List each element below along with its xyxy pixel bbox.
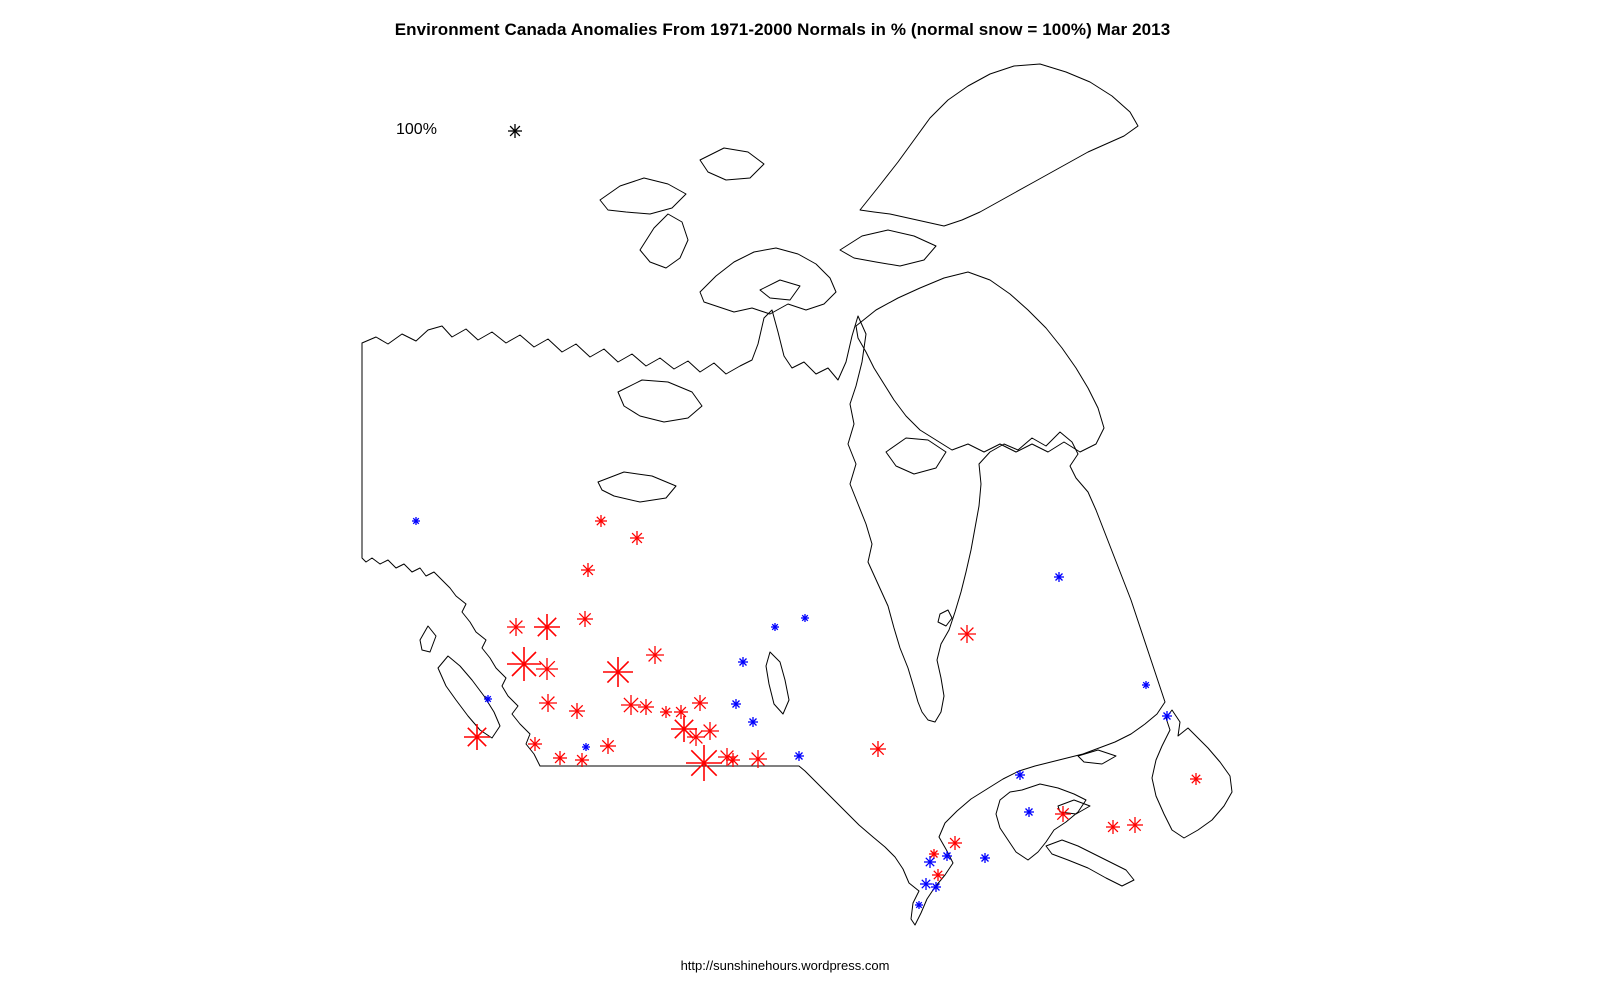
anomaly-points-layer bbox=[412, 515, 1202, 909]
anomaly-asterisk-red bbox=[539, 694, 557, 712]
anomaly-asterisk-blue bbox=[1015, 770, 1025, 780]
anomaly-asterisk-red bbox=[569, 703, 585, 719]
anomaly-asterisk-red bbox=[630, 531, 644, 545]
anomaly-asterisk-blue bbox=[582, 743, 590, 751]
anomaly-asterisk-red bbox=[701, 722, 719, 740]
anomaly-asterisk-blue bbox=[738, 657, 748, 667]
anomaly-asterisk-blue bbox=[484, 695, 492, 703]
anomaly-asterisk-blue bbox=[931, 882, 941, 892]
anomaly-asterisk-blue bbox=[794, 751, 804, 761]
anomaly-asterisk-red bbox=[948, 836, 962, 850]
anomaly-asterisk-blue bbox=[942, 851, 952, 861]
anomaly-asterisk-red bbox=[603, 657, 633, 687]
anomaly-asterisk-blue bbox=[980, 853, 990, 863]
anomaly-asterisk-red bbox=[686, 745, 722, 781]
anomaly-asterisk-red bbox=[660, 706, 672, 718]
anomaly-asterisk-blue bbox=[748, 717, 758, 727]
baffin-island-outline bbox=[855, 271, 1105, 453]
anomaly-asterisk-red bbox=[687, 728, 705, 746]
legend-asterisk-100pct bbox=[508, 124, 522, 138]
southampton-island-outline bbox=[885, 437, 947, 475]
anomaly-asterisk-red bbox=[932, 869, 944, 881]
nova-scotia-outline bbox=[1045, 839, 1135, 887]
anticosti-island-outline bbox=[1077, 749, 1117, 765]
anomaly-asterisk-red bbox=[674, 705, 688, 719]
haida-gwaii-outline bbox=[419, 625, 437, 653]
anomaly-asterisk-red bbox=[671, 716, 697, 742]
source-url: http://sunshinehours.wordpress.com bbox=[680, 958, 890, 973]
legend-size-label: 100% bbox=[396, 121, 437, 138]
anomaly-asterisk-red bbox=[577, 611, 593, 627]
anomaly-asterisk-red bbox=[575, 753, 589, 767]
anomaly-asterisk-red bbox=[507, 647, 541, 681]
belcher-islands-outline bbox=[937, 609, 953, 627]
anomaly-asterisk-red bbox=[595, 515, 607, 527]
ellesmere-island-outline bbox=[859, 63, 1139, 227]
anomaly-asterisk-red bbox=[621, 695, 641, 715]
vancouver-island-outline bbox=[437, 655, 501, 739]
anomaly-asterisk-blue bbox=[771, 623, 779, 631]
lake-winnipeg-outline bbox=[765, 651, 790, 715]
anomaly-asterisk-red bbox=[1127, 817, 1143, 833]
anomaly-asterisk-red bbox=[464, 724, 490, 750]
anomaly-asterisk-blue bbox=[1142, 681, 1150, 689]
anomaly-asterisk-red bbox=[726, 753, 740, 767]
anomaly-asterisk-blue bbox=[1054, 572, 1064, 582]
anomaly-asterisk-red bbox=[958, 625, 976, 643]
anomaly-asterisk-blue bbox=[801, 614, 809, 622]
anomaly-asterisk-red bbox=[929, 849, 939, 859]
bathurst-island-outline bbox=[699, 147, 765, 181]
devon-island-outline bbox=[839, 229, 937, 267]
anomaly-asterisk-red bbox=[1190, 773, 1202, 785]
anomaly-asterisk-red bbox=[692, 695, 708, 711]
canada-mainland-outline bbox=[361, 309, 1166, 926]
anomaly-asterisk-red bbox=[528, 737, 542, 751]
great-bear-lake-outline bbox=[617, 379, 703, 423]
victoria-island-outline bbox=[699, 247, 837, 315]
anomaly-asterisk-red bbox=[534, 614, 560, 640]
anomaly-asterisk-red bbox=[553, 751, 567, 765]
melville-island-outline bbox=[599, 177, 687, 215]
anomaly-asterisk-blue bbox=[1024, 807, 1034, 817]
anomaly-asterisk-red bbox=[581, 563, 595, 577]
anomaly-asterisk-red bbox=[870, 741, 886, 757]
great-slave-lake-outline bbox=[597, 471, 677, 503]
canada-map-outline bbox=[361, 63, 1233, 926]
anomaly-asterisk-red bbox=[600, 738, 616, 754]
new-brunswick-gaspe-outline bbox=[995, 783, 1087, 861]
anomaly-asterisk-red bbox=[749, 750, 767, 768]
anomaly-asterisk-blue bbox=[924, 856, 936, 868]
anomaly-asterisk-red bbox=[507, 618, 525, 636]
anomaly-asterisk-blue bbox=[1162, 711, 1172, 721]
anomaly-asterisk-red bbox=[1055, 806, 1071, 822]
chart-title: Environment Canada Anomalies From 1971-2… bbox=[394, 20, 1171, 39]
anomaly-asterisk-blue bbox=[920, 878, 932, 890]
somerset-island-outline bbox=[759, 279, 801, 301]
banks-island-outline bbox=[639, 213, 689, 269]
legend-reference-asterisk bbox=[508, 124, 522, 138]
anomaly-asterisk-red bbox=[646, 646, 664, 664]
anomaly-asterisk-blue bbox=[915, 901, 923, 909]
anomaly-asterisk-blue bbox=[731, 699, 741, 709]
anomaly-asterisk-red bbox=[1106, 820, 1120, 834]
newfoundland-outline bbox=[1151, 709, 1233, 839]
anomaly-asterisk-red bbox=[536, 658, 558, 680]
anomaly-asterisk-blue bbox=[412, 517, 420, 525]
anomaly-asterisk-red bbox=[638, 699, 654, 715]
